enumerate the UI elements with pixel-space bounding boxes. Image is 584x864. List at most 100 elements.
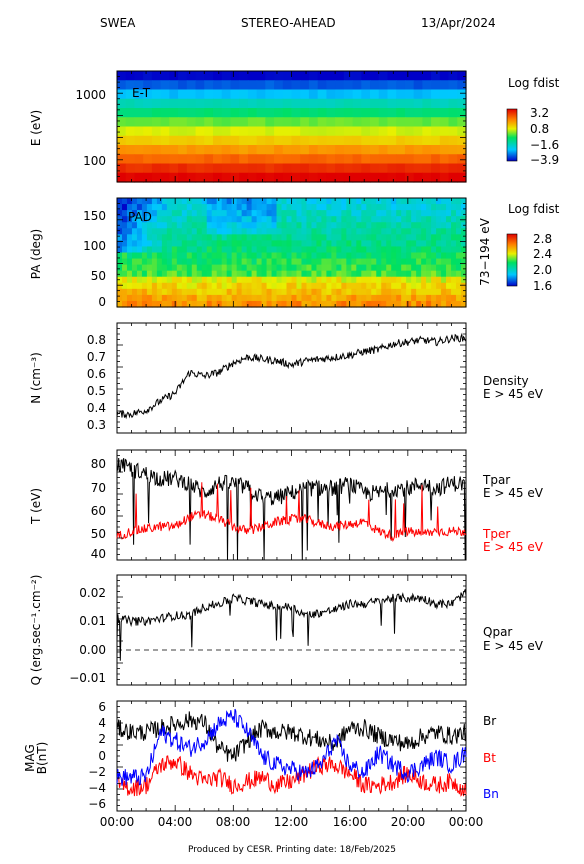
- pad-heatmap-cell: [136, 264, 143, 272]
- pad-heatmap-cell: [371, 216, 377, 223]
- pad-heatmap-cell: [411, 276, 417, 284]
- pad-heatmap-cell: [391, 300, 397, 308]
- pad-heatmap-cell: [211, 276, 218, 284]
- pad-heatmap-cell: [351, 300, 357, 308]
- pad-heatmap-cell: [146, 288, 153, 296]
- pad-heatmap-cell: [351, 198, 357, 205]
- pad-heatmap-cell: [366, 228, 372, 235]
- pad-heatmap-cell: [221, 204, 228, 211]
- pad-colorbar: [506, 233, 518, 287]
- pad-heatmap-cell: [171, 234, 178, 241]
- pad-heatmap-cell: [361, 294, 367, 302]
- et-heatmap-cell: [308, 98, 319, 109]
- pad-heatmap-cell: [156, 228, 163, 235]
- et-heatmap-cell: [378, 163, 389, 174]
- pad-heatmap-cell: [251, 252, 258, 260]
- pad-heatmap-cell: [331, 300, 337, 308]
- pad-heatmap-cell: [401, 258, 407, 266]
- pad-heatmap-cell: [316, 252, 323, 260]
- et-heatmap-cell: [439, 145, 450, 155]
- pad-heatmap-cell: [461, 288, 467, 296]
- pad-heatmap-cell: [191, 294, 198, 302]
- x-tick-label: 08:00: [216, 815, 251, 829]
- pad-heatmap-cell: [281, 258, 288, 266]
- pad-heatmap-cell: [256, 216, 263, 223]
- pad-heatmap-cell: [241, 294, 248, 302]
- pad-heatmap-cell: [331, 246, 337, 254]
- pad-heatmap-cell: [411, 228, 417, 235]
- pad-heatmap-cell: [221, 222, 228, 229]
- pad-heatmap-cell: [181, 264, 188, 272]
- et-heatmap-cell: [378, 172, 389, 183]
- et-heatmap-cell: [160, 163, 170, 174]
- et-heatmap-cell: [265, 126, 275, 137]
- pad-heatmap-cell: [246, 228, 253, 235]
- et-heatmap-cell: [186, 145, 197, 155]
- pad-heatmap-cell: [431, 210, 437, 217]
- pad-heatmap-cell: [181, 210, 188, 217]
- pad-heatmap-cell: [421, 288, 427, 296]
- pad-heatmap-cell: [416, 234, 422, 241]
- pad-heatmap-cell: [126, 228, 133, 235]
- et-heatmap-cell: [457, 117, 467, 128]
- pad-heatmap-cell: [166, 252, 173, 260]
- heatflux-panel: 0.02 0.01 0.00 −0.01 Q (erg.sec⁻¹.cm⁻²) …: [29, 574, 544, 686]
- pad-heatmap-cell: [391, 204, 397, 211]
- et-heatmap-cell: [404, 117, 415, 128]
- pad-heatmap-cell: [276, 204, 283, 211]
- pad-heatmap-cell: [446, 300, 452, 308]
- et-heatmap-cell: [300, 89, 310, 100]
- et-heatmap-cell: [186, 80, 197, 91]
- pad-heatmap-cell: [251, 204, 258, 211]
- pad-heatmap-cell: [396, 216, 402, 223]
- pad-heatmap-cell: [306, 234, 313, 241]
- pad-heatmap-cell: [226, 222, 233, 229]
- pad-heatmap-cell: [341, 270, 347, 278]
- et-heatmap-cell: [256, 154, 266, 165]
- pad-heatmap-cell: [311, 276, 318, 284]
- pad-heatmap-cell: [246, 234, 253, 241]
- pad-heatmap-cell: [306, 264, 313, 272]
- et-heatmap-cell: [204, 154, 214, 165]
- et-heatmap-cell: [457, 98, 467, 109]
- pad-heatmap-cell: [281, 234, 288, 241]
- mag-ytick: 0: [98, 749, 106, 763]
- pad-heatmap-cell: [221, 258, 228, 266]
- pad-heatmap-cell: [241, 300, 248, 308]
- pad-heatmap-cell: [426, 228, 432, 235]
- pad-heatmap-cell: [336, 252, 342, 260]
- pad-heatmap-cell: [326, 198, 332, 205]
- pad-heatmap-cell: [216, 228, 223, 235]
- pad-heatmap-cell: [261, 300, 268, 308]
- pad-heatmap-cell: [206, 216, 213, 223]
- pad-heatmap-cell: [286, 270, 293, 278]
- pad-heatmap-cell: [136, 252, 143, 260]
- et-heatmap-cell: [160, 172, 170, 183]
- et-heatmap-cell: [326, 89, 336, 100]
- pad-heatmap-cell: [451, 294, 457, 302]
- pad-heatmap-cell: [181, 276, 188, 284]
- et-heatmap-cell: [204, 126, 214, 137]
- et-heatmap-cell: [335, 71, 345, 81]
- temperature-ytick: 80: [91, 457, 106, 471]
- pad-heatmap-cell: [201, 234, 208, 241]
- et-heatmap-cell: [308, 126, 319, 137]
- pad-heatmap-cell: [331, 222, 337, 229]
- pad-heatmap-cell: [371, 246, 377, 254]
- pad-heatmap-cell: [381, 204, 387, 211]
- pad-heatmap-cell: [406, 210, 412, 217]
- pad-heatmap-cell: [286, 222, 293, 229]
- et-heatmap-cell: [239, 71, 249, 81]
- et-heatmap-cell: [413, 145, 423, 155]
- pad-heatmap-cell: [271, 282, 278, 290]
- pad-heatmap-cell: [281, 246, 288, 254]
- pad-heatmap-cell: [291, 288, 298, 296]
- pad-heatmap-cell: [271, 204, 278, 211]
- et-heatmap-cell: [212, 163, 223, 174]
- pad-heatmap-cell: [156, 252, 163, 260]
- pad-heatmap-cell: [206, 282, 213, 290]
- et-heatmap-cell: [239, 80, 249, 91]
- pad-heatmap-cell: [416, 210, 422, 217]
- pad-heatmap-cell: [291, 222, 298, 229]
- pad-heatmap-cell: [406, 222, 412, 229]
